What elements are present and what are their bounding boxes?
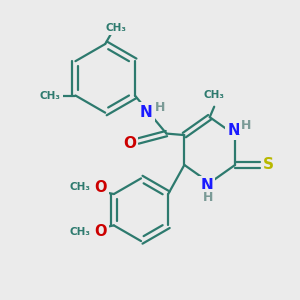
Text: N: N <box>200 178 213 193</box>
Text: CH₃: CH₃ <box>69 182 90 193</box>
Text: H: H <box>203 191 213 204</box>
Text: CH₃: CH₃ <box>69 227 90 237</box>
Text: H: H <box>241 119 252 132</box>
Text: H: H <box>155 101 165 114</box>
Text: S: S <box>263 158 274 172</box>
Text: CH₃: CH₃ <box>204 90 225 100</box>
Text: O: O <box>123 136 136 151</box>
Text: CH₃: CH₃ <box>105 22 126 33</box>
Text: O: O <box>94 180 107 195</box>
Text: N: N <box>227 123 240 138</box>
Text: O: O <box>94 224 107 239</box>
Text: N: N <box>140 105 152 120</box>
Text: CH₃: CH₃ <box>40 91 61 100</box>
